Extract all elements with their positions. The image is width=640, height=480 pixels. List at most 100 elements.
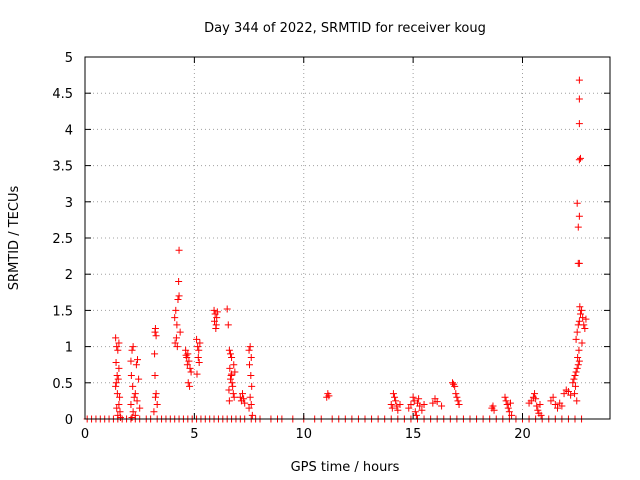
data-point (151, 350, 159, 358)
data-point (576, 303, 584, 311)
data-point (194, 343, 202, 351)
data-point (175, 292, 183, 300)
data-point (173, 321, 181, 329)
data-point (558, 402, 566, 410)
data-point (213, 308, 221, 316)
data-point (578, 339, 586, 347)
y-tick-label: 2.5 (52, 232, 73, 247)
data-point (405, 404, 413, 412)
data-point (226, 375, 234, 383)
data-point (225, 386, 233, 394)
data-point (571, 390, 579, 398)
data-point (134, 356, 141, 364)
data-point (547, 397, 555, 405)
data-point (151, 325, 159, 332)
data-point (571, 382, 579, 390)
data-point (128, 346, 136, 354)
data-point (193, 370, 201, 378)
data-point (575, 346, 583, 354)
data-point (193, 335, 201, 343)
data-point (412, 411, 420, 419)
data-point (185, 357, 193, 365)
data-point (573, 328, 581, 336)
data-point (130, 393, 138, 401)
x-tick-label: 10 (295, 427, 312, 442)
data-point (127, 357, 135, 365)
data-point (246, 393, 254, 401)
data-point (247, 372, 255, 380)
y-tick-label: 4.5 (52, 87, 73, 102)
data-point (409, 393, 417, 401)
data-point (212, 325, 220, 332)
data-point (579, 314, 587, 322)
data-point (551, 401, 559, 409)
data-point (393, 402, 401, 410)
data-point (225, 346, 233, 354)
data-point (136, 404, 144, 412)
data-point (113, 372, 121, 380)
data-point (506, 399, 514, 407)
data-point (574, 223, 582, 231)
data-point (438, 402, 446, 410)
data-point (176, 328, 184, 336)
data-point (245, 404, 253, 412)
data-point (569, 379, 577, 387)
data-point (228, 370, 236, 378)
data-point (575, 76, 583, 84)
data-point (112, 382, 120, 390)
data-point (194, 353, 202, 361)
data-point (572, 335, 580, 343)
data-point (175, 277, 183, 285)
data-point (576, 310, 584, 318)
data-point (418, 406, 426, 414)
data-point (581, 325, 589, 332)
data-point (226, 364, 234, 372)
data-point (575, 357, 583, 365)
data-point (503, 401, 511, 409)
data-point (186, 364, 194, 372)
data-point (502, 397, 510, 405)
data-point (228, 353, 236, 361)
data-point (187, 368, 195, 376)
y-tick-label: 1.5 (52, 304, 73, 319)
data-point (532, 395, 540, 403)
data-point (210, 306, 218, 314)
data-point (171, 339, 179, 347)
data-point (183, 361, 191, 369)
x-axis-label: GPS time / hours (291, 460, 400, 475)
data-point (454, 397, 462, 405)
data-point (575, 95, 583, 103)
data-point (171, 314, 179, 322)
data-point (113, 404, 121, 412)
data-point (184, 350, 192, 358)
data-point (573, 199, 581, 207)
data-point (572, 368, 580, 376)
y-tick-label: 3 (65, 196, 73, 211)
data-point (537, 411, 545, 419)
data-point (186, 382, 194, 390)
data-point (114, 375, 122, 383)
data-point (230, 361, 238, 369)
data-point (554, 404, 561, 412)
data-point (173, 343, 181, 351)
data-point (580, 321, 588, 329)
data-point (388, 404, 396, 412)
data-point (116, 393, 124, 401)
data-point (391, 393, 399, 401)
data-point (113, 343, 121, 351)
data-point (505, 408, 513, 416)
data-point (152, 390, 160, 398)
data-point (549, 393, 557, 401)
data-point (536, 401, 544, 409)
x-tick-label: 20 (514, 427, 531, 442)
data-point (407, 401, 415, 409)
data-point (449, 379, 456, 387)
data-point (153, 401, 161, 409)
data-point (226, 350, 234, 358)
data-point (247, 353, 255, 361)
data-point (230, 393, 238, 401)
data-point (533, 402, 541, 410)
data-point (116, 414, 124, 422)
data-point (174, 296, 182, 304)
